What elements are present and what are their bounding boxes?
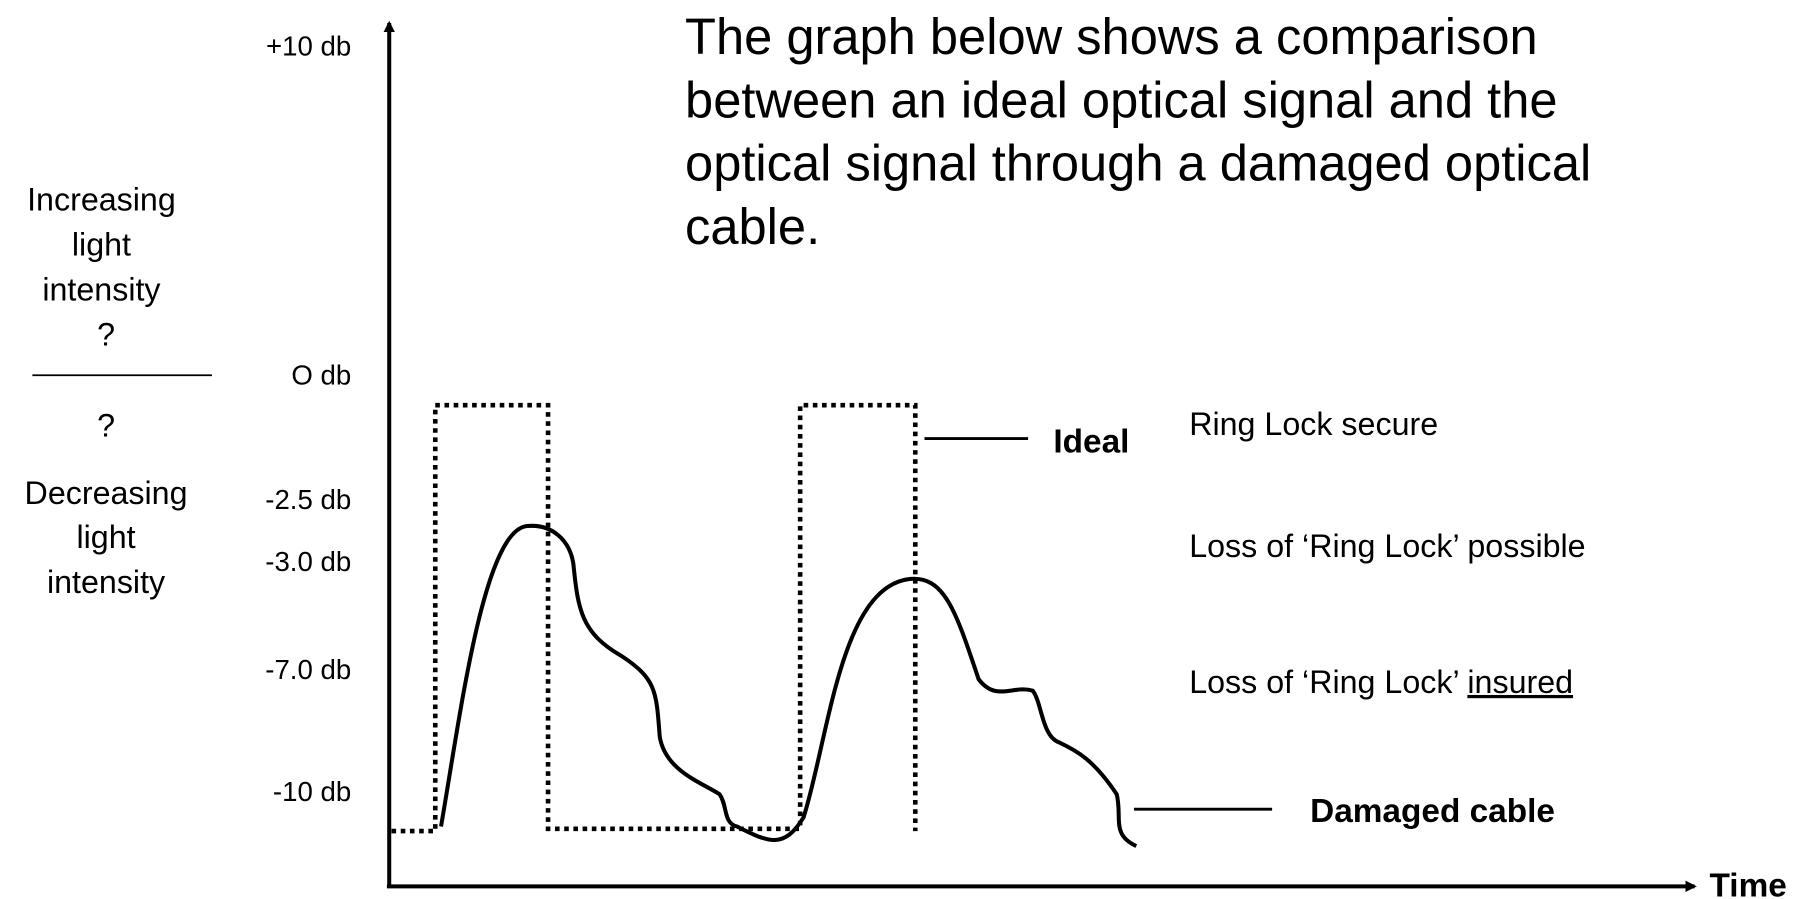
zone-label: Loss of ‘Ring Lock’ possible — [1189, 528, 1585, 564]
title-line: cable. — [685, 198, 820, 255]
zone-label: Loss of ‘Ring Lock’ insured — [1189, 664, 1573, 700]
y-label: O db — [291, 359, 351, 390]
side-label: light — [76, 519, 135, 555]
side-label: ? — [97, 407, 115, 443]
legend-ideal: Ideal — [1053, 423, 1129, 460]
side-label: Decreasing — [25, 475, 188, 511]
side-label: intensity — [42, 271, 161, 307]
y-label: -7.0 db — [265, 654, 351, 685]
side-label: Increasing — [27, 182, 176, 218]
y-label: +10 db — [266, 30, 351, 61]
zone-underlined: insured — [1467, 664, 1573, 700]
zone-label: Ring Lock secure — [1189, 406, 1438, 442]
legend-damaged: Damaged cable — [1310, 793, 1555, 830]
y-label: -3.0 db — [265, 546, 351, 577]
damaged-signal — [439, 523, 1138, 848]
side-label: intensity — [47, 564, 166, 600]
title-line: between an ideal optical signal and the — [685, 71, 1558, 128]
y-label: -2.5 db — [265, 484, 351, 515]
side-label: ? — [97, 316, 115, 352]
side-label: light — [72, 227, 131, 263]
zone-text: Loss of ‘Ring Lock’ — [1189, 664, 1467, 700]
ideal-signal — [391, 402, 918, 834]
title-line: The graph below shows a comparison — [685, 8, 1538, 65]
y-label: -10 db — [273, 776, 351, 807]
x-axis-label: Time — [1710, 868, 1787, 899]
title-line: optical signal through a damaged optical — [685, 135, 1591, 192]
